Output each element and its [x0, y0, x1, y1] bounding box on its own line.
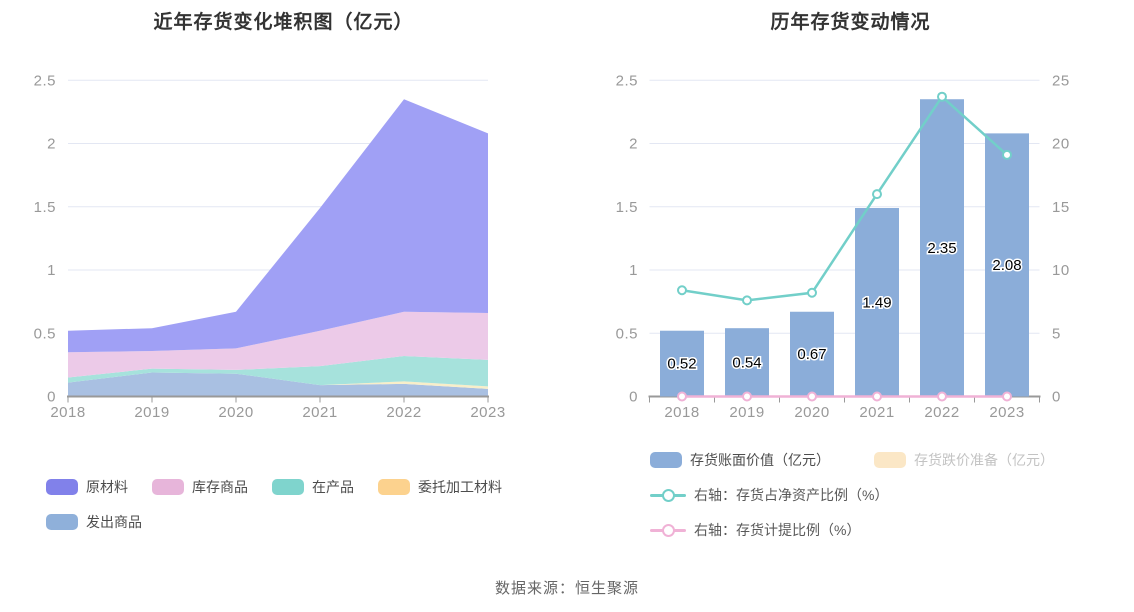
- legend-swatch-raw-materials: [46, 479, 78, 495]
- legend-swatch-inventory-depreciation-reserve: [874, 452, 906, 468]
- line-marker-icon: [650, 522, 686, 538]
- left-y-axis-label: 0.5: [34, 325, 56, 342]
- marker-inventory-to-net-assets-ratio-2018[interactable]: [677, 285, 687, 296]
- legend-item-inventory-provision-ratio[interactable]: 右轴：存货计提比例（%）: [650, 520, 860, 540]
- legend-swatch-stock-goods: [152, 479, 184, 495]
- bar-2020[interactable]: [790, 311, 834, 397]
- data-source-note: 数据来源：恒生聚源: [494, 580, 639, 597]
- left-x-axis-label: 2018: [50, 404, 85, 421]
- legend-swatch-shipped-goods: [46, 514, 78, 530]
- legend-label-work-in-progress: 在产品: [312, 479, 354, 495]
- marker-inventory-to-net-assets-ratio-2020[interactable]: [807, 287, 817, 298]
- right-chart-left-axis-label: 1.5: [616, 199, 638, 216]
- right-chart-right-axis-label: 0: [1052, 389, 1061, 406]
- right-chart-left-axis-label: 2.5: [616, 72, 638, 89]
- stacked-area-chart-section: 近年存货变化堆积图（亿元） 0 0.5 1 1.5 2 2.5 2018 2019 2020 20…: [0, 0, 567, 560]
- left-x-axis-label: 2019: [134, 404, 169, 421]
- right-chart-right-axis-label: 5: [1052, 325, 1061, 342]
- legend-item-inventory-depreciation-reserve[interactable]: 存货跌价准备（亿元）: [874, 450, 1054, 470]
- right-x-axis-label: 2023: [989, 404, 1024, 421]
- left-y-axis-label: 2.5: [34, 72, 56, 89]
- marker-inventory-provision-ratio-2020[interactable]: [807, 391, 817, 402]
- right-legend-row-line: 右轴：存货占净资产比例（%）: [650, 485, 1090, 505]
- marker-inventory-to-net-assets-ratio-2023[interactable]: [1002, 149, 1012, 160]
- marker-inventory-provision-ratio-2019[interactable]: [742, 391, 752, 402]
- legend-item-raw-materials[interactable]: 原材料: [46, 477, 128, 497]
- bar-label-2023: 2.08: [992, 257, 1021, 274]
- right-chart-left-axis-label: 0: [629, 389, 638, 406]
- right-chart-left-axis-label: 2: [629, 136, 638, 153]
- right-chart-left-axis-label: 0.5: [616, 325, 638, 342]
- line-marker-icon: [650, 487, 686, 503]
- legend-label-inventory-book-value: 存货账面价值（亿元）: [690, 452, 830, 468]
- legend-item-inventory-to-net-assets-ratio[interactable]: 右轴：存货占净资产比例（%）: [650, 485, 888, 505]
- bar-label-2018: 0.52: [667, 356, 696, 373]
- left-chart-legend: 原材料 库存商品 在产品 委托加工材料发出商品: [46, 477, 524, 532]
- left-x-axis-label: 2022: [386, 404, 421, 421]
- right-x-axis-label: 2018: [664, 404, 699, 421]
- right-x-axis-label: 2021: [859, 404, 894, 421]
- legend-item-work-in-progress[interactable]: 在产品: [272, 477, 354, 497]
- legend-item-stock-goods[interactable]: 库存商品: [152, 477, 248, 497]
- legend-label-stock-goods: 库存商品: [192, 479, 248, 495]
- left-x-axis-label: 2020: [218, 404, 253, 421]
- left-y-axis-label: 2: [47, 136, 56, 153]
- legend-item-shipped-goods[interactable]: 发出商品: [46, 512, 142, 532]
- right-chart-right-axis-label: 15: [1052, 199, 1070, 216]
- area-raw-materials[interactable]: [68, 99, 488, 353]
- right-chart-right-axis-label: 10: [1052, 262, 1070, 279]
- left-x-axis-label: 2023: [470, 404, 505, 421]
- left-chart-title: 近年存货变化堆积图（亿元）: [153, 12, 414, 33]
- bar-2018[interactable]: [660, 330, 704, 397]
- legend-item-consigned-processing-materials[interactable]: 委托加工材料: [378, 477, 502, 497]
- right-legend-row-line: 右轴：存货计提比例（%）: [650, 520, 1090, 540]
- area-shipped-goods[interactable]: [68, 372, 488, 397]
- right-chart-title: 历年存货变动情况: [770, 12, 931, 33]
- area-work-in-progress[interactable]: [68, 356, 488, 387]
- right-x-axis-label: 2022: [924, 404, 959, 421]
- bar-label-2020: 0.67: [797, 346, 826, 363]
- legend-label-shipped-goods: 发出商品: [86, 514, 142, 530]
- bar-line-chart-section: 历年存货变动情况 0.52 0.54 0.67 1.49 2.35 2.08 0 0.5 1 1.…: [567, 0, 1134, 560]
- legend-swatch-work-in-progress: [272, 479, 304, 495]
- bar-label-2021: 1.49: [862, 294, 891, 311]
- right-chart-right-axis-label: 20: [1052, 136, 1070, 153]
- marker-inventory-to-net-assets-ratio-2021[interactable]: [872, 189, 882, 200]
- bar-2021[interactable]: [855, 208, 899, 397]
- legend-swatch-consigned-processing-materials: [378, 479, 410, 495]
- left-x-axis-label: 2021: [302, 404, 337, 421]
- left-y-axis-label: 0: [47, 389, 56, 406]
- left-y-axis-label: 1: [47, 262, 56, 279]
- bar-2019[interactable]: [725, 328, 769, 397]
- right-legend-row-bars: 存货账面价值（亿元） 存货跌价准备（亿元）: [650, 450, 1090, 470]
- legend-label-inventory-provision-ratio: 右轴：存货计提比例（%）: [694, 522, 861, 538]
- right-chart-right-axis-label: 25: [1052, 72, 1070, 89]
- right-x-axis-label: 2019: [729, 404, 764, 421]
- bar-label-2019: 0.54: [732, 354, 761, 371]
- area-stock-goods[interactable]: [68, 311, 488, 378]
- marker-inventory-to-net-assets-ratio-2019[interactable]: [742, 295, 752, 306]
- marker-inventory-provision-ratio-2022[interactable]: [937, 391, 947, 402]
- bar-label-2022: 2.35: [927, 240, 956, 257]
- legend-label-inventory-depreciation-reserve: 存货跌价准备（亿元）: [914, 452, 1054, 468]
- marker-inventory-provision-ratio-2023[interactable]: [1002, 391, 1012, 402]
- legend-label-raw-materials: 原材料: [86, 479, 128, 495]
- legend-swatch-inventory-book-value: [650, 452, 682, 468]
- bar-2023[interactable]: [985, 133, 1029, 397]
- bar-line-plot: 0.52 0.54 0.67 1.49 2.35 2.08 0 0.5 1 1.5 2 2.5 0 5 10…: [616, 72, 1070, 421]
- legend-item-inventory-book-value[interactable]: 存货账面价值（亿元）: [650, 450, 830, 470]
- line-inventory-to-net-assets-ratio[interactable]: [681, 94, 1008, 302]
- right-chart-left-axis-label: 1: [629, 262, 638, 279]
- marker-inventory-to-net-assets-ratio-2022[interactable]: [937, 91, 947, 102]
- bar-2022[interactable]: [920, 99, 964, 397]
- marker-inventory-provision-ratio-2021[interactable]: [872, 391, 882, 402]
- legend-label-consigned-processing-materials: 委托加工材料: [418, 479, 502, 495]
- marker-inventory-provision-ratio-2018[interactable]: [677, 391, 687, 402]
- right-chart-legend: 存货账面价值（亿元） 存货跌价准备（亿元） 右轴：存货占净资产比例（%） 右轴：存货计…: [650, 450, 1090, 555]
- legend-label-inventory-to-net-assets-ratio: 右轴：存货占净资产比例（%）: [694, 487, 889, 503]
- right-x-axis-label: 2020: [794, 404, 829, 421]
- stacked-area-plot: 0 0.5 1 1.5 2 2.5 2018 2019 2020 2021 2022 2023: [34, 72, 506, 421]
- left-y-axis-label: 1.5: [34, 199, 56, 216]
